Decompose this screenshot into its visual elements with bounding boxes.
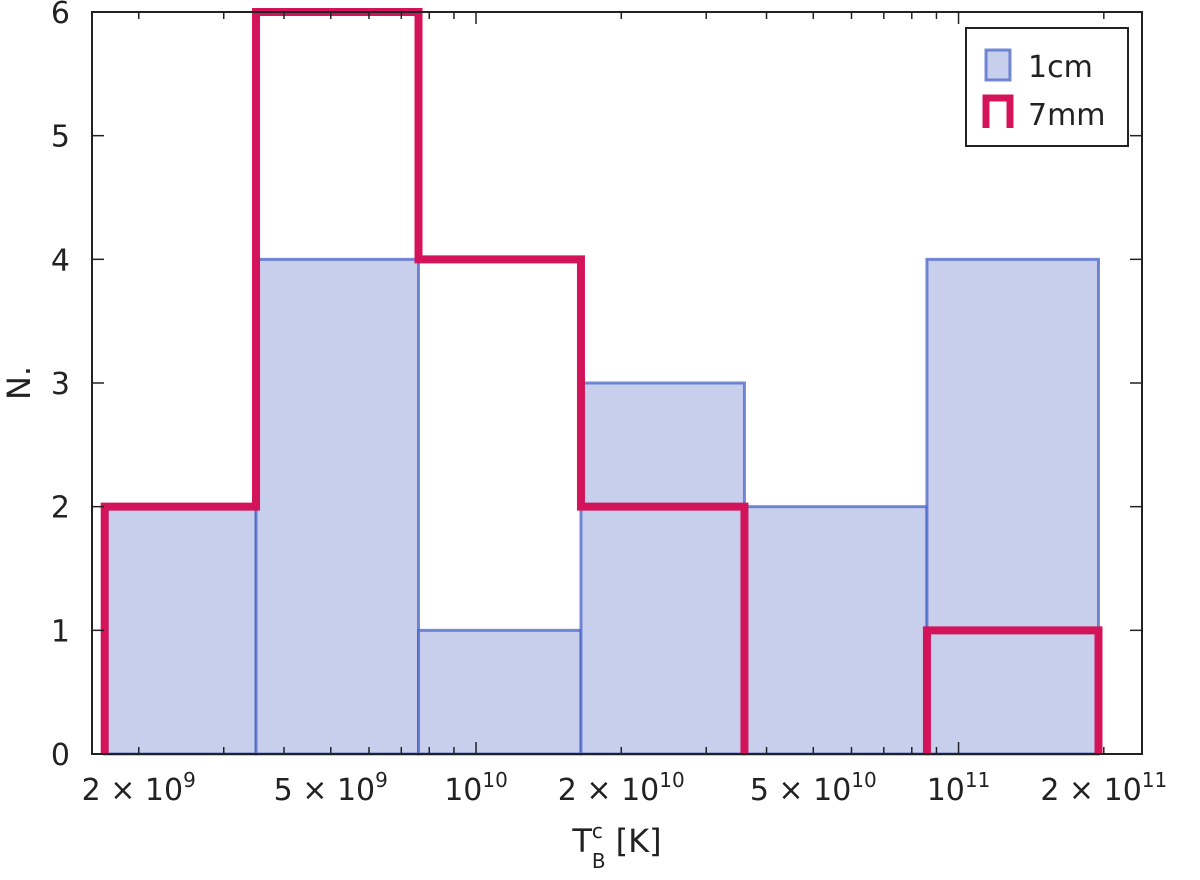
x-axis-ticks: 2 × 109 5 × 109 1010 2 × 1010 5 × 1010 1011 2 … — [82, 12, 1167, 808]
series-7mm-step-line — [100, 8, 1103, 754]
x-tick-label-7: 2 × 1011 — [1040, 768, 1167, 808]
bar-1cm-2 — [254, 257, 421, 756]
bar-1cm-6 — [925, 257, 1100, 756]
bar-1cm-1 — [103, 505, 258, 756]
y-tick-label-1: 1 — [51, 614, 70, 649]
y-tick-label-4: 4 — [51, 243, 70, 278]
x-tick-label-1: 2 × 109 — [82, 768, 196, 808]
x-tick-label-6: 1011 — [927, 768, 991, 808]
x-axis-label-superscript: c — [592, 819, 603, 843]
y-tick-label-5: 5 — [51, 120, 70, 155]
x-tick-label-4: 2 × 1010 — [558, 768, 685, 808]
legend: 1cm 7mm — [965, 27, 1129, 147]
bar-1cm-3 — [417, 628, 583, 756]
y-tick-label-6: 6 — [51, 0, 70, 31]
series-1cm-bars — [103, 257, 1100, 756]
x-tick-label-5: 5 × 1010 — [750, 768, 877, 808]
x-axis-label-subscript: B — [592, 849, 606, 873]
y-tick-label-2: 2 — [51, 491, 70, 526]
y-tick-label-0: 0 — [51, 738, 70, 773]
x-tick-label-2: 5 × 109 — [274, 768, 388, 808]
legend-box — [965, 27, 1129, 147]
legend-label-1cm: 1cm — [1028, 50, 1093, 85]
bar-1cm-4 — [579, 381, 746, 756]
legend-swatch-7mm — [982, 94, 1014, 128]
x-tick-label-3: 1010 — [444, 768, 508, 808]
legend-label-7mm: 7mm — [1028, 98, 1106, 133]
x-axis-label-symbol: T — [571, 822, 592, 860]
legend-swatch-1cm — [984, 48, 1012, 82]
bar-1cm-5 — [742, 505, 929, 756]
y-axis-ticks: 0 1 2 3 4 5 6 — [51, 0, 1142, 773]
y-axis-label: N. — [0, 366, 38, 400]
x-axis-label-unit: [K] — [616, 822, 662, 860]
x-axis-label: Tc B [K] — [571, 819, 661, 873]
y-tick-label-3: 3 — [51, 367, 70, 402]
